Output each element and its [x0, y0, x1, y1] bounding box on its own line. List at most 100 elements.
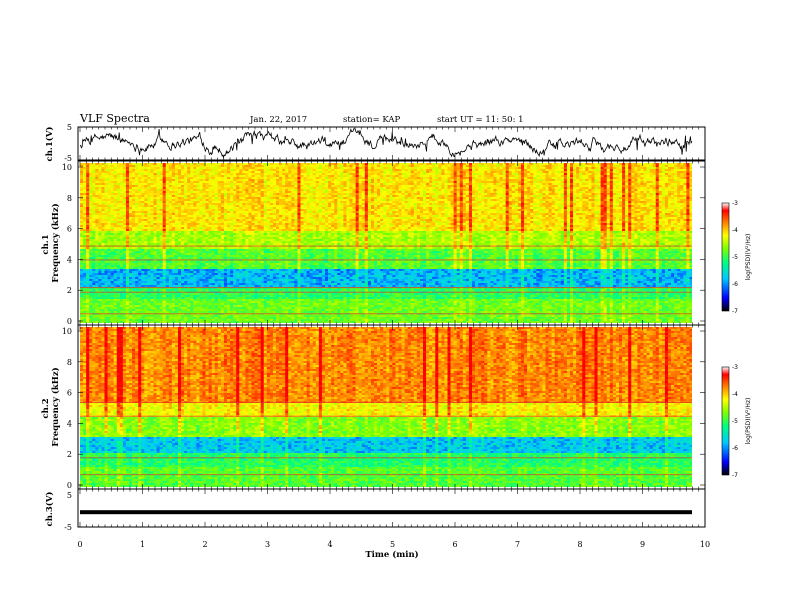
spectrogram-cell — [407, 187, 412, 190]
spectrogram-cell — [410, 175, 415, 178]
spectrogram-cell — [193, 207, 197, 210]
spectrogram-cell — [110, 201, 114, 204]
spectrogram-cell — [671, 181, 675, 184]
spectrogram-cell — [582, 163, 586, 166]
spectrogram-cell — [612, 199, 617, 202]
spectrogram-cell — [573, 169, 577, 172]
spectrogram-cell — [401, 171, 405, 174]
spectrogram-cell — [138, 175, 142, 178]
spectrogram-cell — [609, 173, 614, 176]
spectrogram-cell — [505, 183, 510, 186]
spectrogram-cell — [230, 167, 234, 170]
spectrogram-cell — [671, 203, 675, 206]
spectrogram-cell — [190, 169, 194, 172]
spectrogram-cell — [355, 179, 359, 182]
spectrogram-cell — [573, 185, 577, 188]
spectrogram-cell — [423, 203, 427, 206]
spectrogram-cell — [214, 203, 219, 206]
spectrogram-cell — [435, 179, 439, 182]
spectrogram-cell — [159, 181, 163, 184]
spectrogram-cell — [380, 165, 384, 168]
spectrogram-cell — [539, 205, 543, 208]
spectrogram-cell — [429, 201, 433, 204]
spectrogram-cell — [205, 179, 209, 182]
spectrogram-cell — [677, 197, 681, 200]
spectrogram-cell — [472, 167, 476, 170]
spectrogram-cell — [671, 169, 675, 172]
ch1-waveform-line — [79, 128, 693, 159]
spectrogram-cell — [364, 195, 369, 198]
spectrogram-cell — [208, 175, 212, 178]
spectrogram-cell — [597, 203, 601, 206]
spectrogram-cell — [374, 167, 378, 170]
spectrogram-cell — [517, 163, 522, 166]
spectrogram-cell — [625, 187, 629, 190]
spectrogram-cell — [168, 203, 173, 206]
spectrogram-cell — [328, 165, 332, 168]
spectrogram-cell — [493, 165, 497, 168]
spectrogram-cell — [674, 181, 678, 184]
spectrogram-cell — [625, 173, 629, 176]
spectrogram-cell — [591, 173, 595, 176]
spectrogram-cell — [465, 203, 470, 206]
spectrogram-cell — [199, 177, 203, 180]
spectrogram-cell — [576, 199, 580, 202]
spectrogram-cell — [119, 207, 124, 210]
spectrogram-cell — [374, 203, 378, 206]
spectrogram-cell — [220, 195, 225, 198]
spectrogram-cell — [674, 197, 678, 200]
spectrogram-cell — [233, 195, 237, 198]
spectrogram-cell — [217, 167, 222, 170]
start-ut-label: start UT = 11: 50: 1 — [437, 115, 524, 125]
spectrogram-cell — [416, 203, 421, 206]
spectrogram-cell — [230, 199, 234, 202]
spectrogram-cell — [652, 179, 657, 182]
spectrogram-cell — [242, 175, 246, 178]
spectrogram-cell — [141, 203, 145, 206]
spectrogram-cell — [236, 197, 240, 200]
spectrogram-cell — [95, 203, 99, 206]
spectrogram-cell — [649, 189, 653, 192]
spectrogram-cell — [551, 185, 555, 188]
spectrogram-cell — [285, 193, 289, 196]
spectrogram-cell — [508, 185, 513, 188]
spectrogram-cell — [325, 195, 329, 198]
spectrogram-cell — [447, 169, 451, 172]
spectrogram-cell — [214, 169, 219, 172]
spectrogram-cell — [588, 181, 592, 184]
spectrogram-cell — [401, 173, 405, 176]
spectrogram-cell — [419, 177, 424, 180]
spectrogram-cell — [499, 165, 503, 168]
spectrogram-cell — [346, 197, 350, 200]
spectrogram-cell — [609, 179, 614, 182]
spectrogram-cell — [147, 189, 151, 192]
spectrogram-cell — [677, 185, 681, 188]
spectrogram-cell — [493, 171, 497, 174]
spectrogram-cell — [141, 173, 145, 176]
spectrogram-cell — [383, 167, 387, 170]
spectrogram-cell — [625, 181, 629, 184]
spectrogram-cell — [539, 167, 543, 170]
spectrogram-cell — [600, 171, 604, 174]
spectrogram-cell — [306, 183, 310, 186]
spectrogram-cell — [361, 209, 366, 212]
spectrogram-cell — [527, 177, 531, 180]
spectrogram-cell — [435, 181, 439, 184]
spectrogram-cell — [374, 205, 378, 208]
spectrogram-cell — [625, 189, 629, 192]
spectrogram-cell — [407, 191, 412, 194]
spectrogram-cell — [110, 205, 114, 208]
spectrogram-cell — [92, 163, 96, 166]
spectrogram-cell — [205, 207, 209, 210]
spectrogram-cell — [612, 205, 617, 208]
spectrogram-cell — [609, 171, 614, 174]
spectrogram-cell — [285, 183, 289, 186]
spectrogram-cell — [447, 209, 451, 212]
spectrogram-cell — [570, 163, 574, 166]
spectrogram-cell — [260, 185, 265, 188]
spectrogram-cell — [328, 187, 332, 190]
spectrogram-cell — [429, 167, 433, 170]
spectrogram-cell — [174, 201, 179, 204]
spectrogram-cell — [104, 185, 108, 188]
spectrogram-cell — [242, 199, 246, 202]
